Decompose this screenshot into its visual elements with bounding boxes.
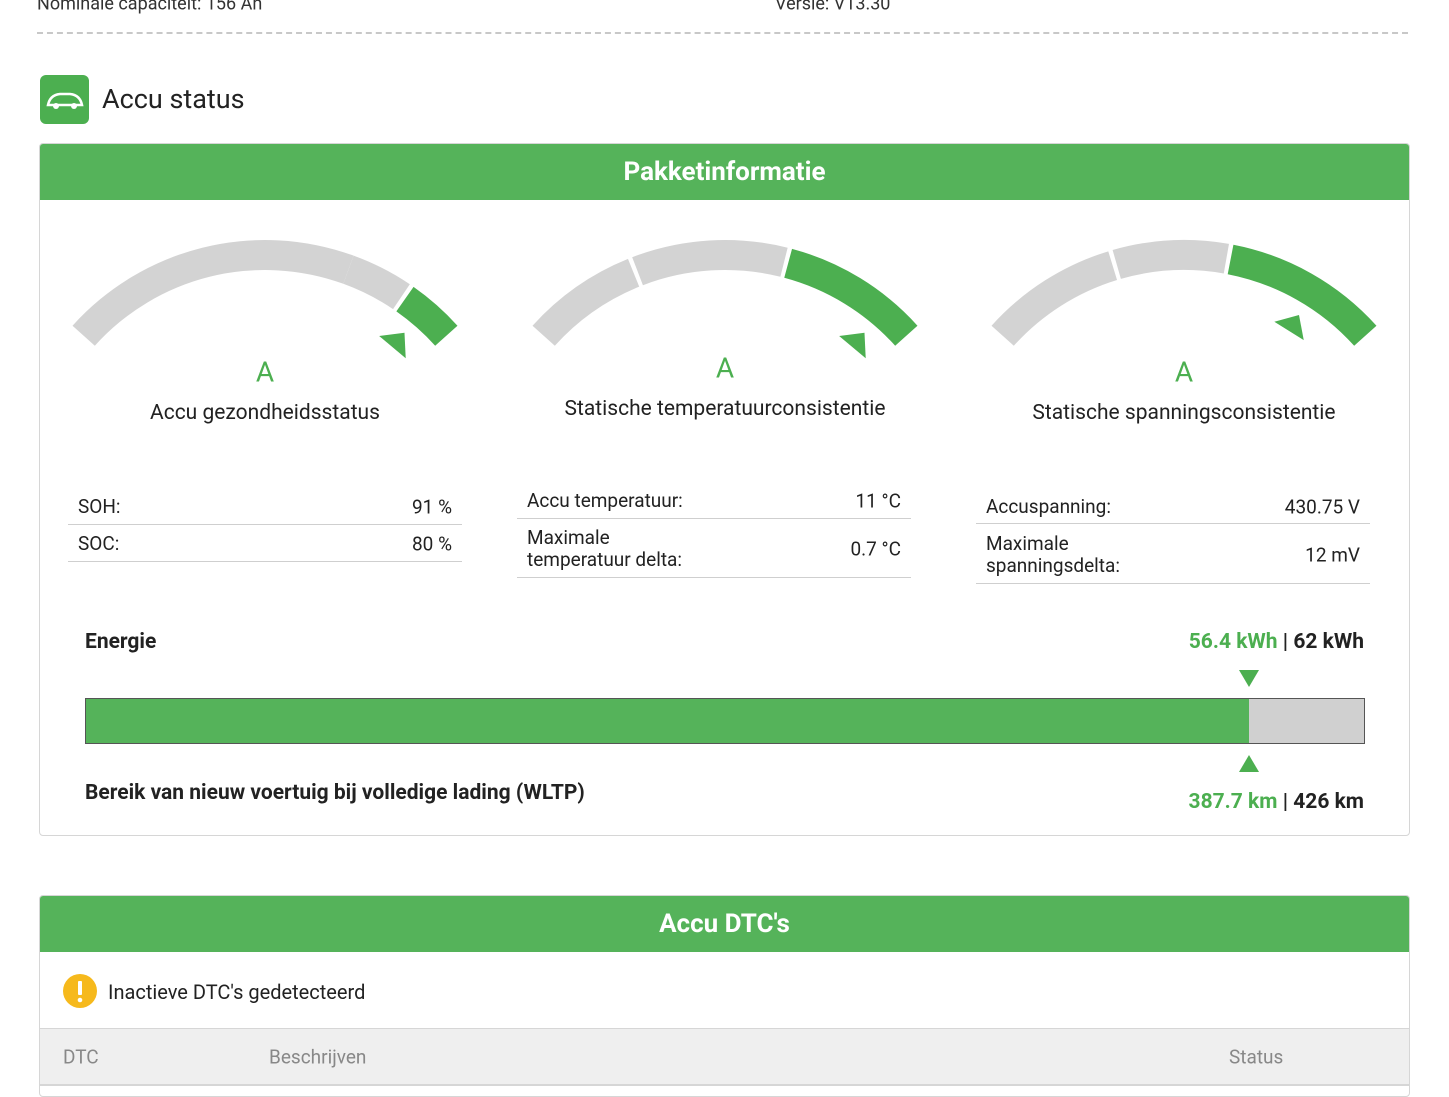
separator: | xyxy=(1282,630,1289,654)
range-total: 426 km xyxy=(1293,790,1364,814)
gauge-label: Statische spanningsconsistentie xyxy=(1032,401,1336,425)
info-row: SOH: 91 % xyxy=(68,490,462,525)
gauge-segment xyxy=(343,255,410,310)
info-value: 91 % xyxy=(412,495,452,519)
gauge-segment xyxy=(72,240,354,346)
dtc-table-header: DTC Beschrijven Status xyxy=(40,1028,1409,1086)
column-header: DTC xyxy=(63,1045,99,1069)
energy-fill xyxy=(86,699,1249,743)
column-header: Beschrijven xyxy=(269,1045,367,1069)
info-key: SOC: xyxy=(78,532,120,555)
range-label: Bereik van nieuw voertuig bij volledige … xyxy=(85,781,585,805)
gauge-label: Statische temperatuurconsistentie xyxy=(564,397,886,421)
section-icon xyxy=(40,75,89,124)
gauge-grade: A xyxy=(1174,355,1194,389)
info-row: Maximale temperatuur delta: 0.7 °C xyxy=(517,521,911,578)
pack-title: Pakketinformatie xyxy=(40,144,1409,200)
version: Versie: V13.30 xyxy=(775,0,891,15)
energy-bar xyxy=(85,698,1365,744)
gauge-segment xyxy=(991,251,1118,346)
info-value: 12 mV xyxy=(1305,543,1360,567)
capacity: Nominale capaciteit: 156 Ah xyxy=(37,0,263,15)
section-title: Accu status xyxy=(102,83,245,115)
dtc-panel: Accu DTC's Inactieve DTC's gedetecteerd … xyxy=(39,895,1410,1097)
column-header: Status xyxy=(1229,1045,1284,1069)
info-key: SOH: xyxy=(78,495,121,518)
energy-total: 62 kWh xyxy=(1293,630,1364,654)
info-key: Accu temperatuur: xyxy=(527,489,683,512)
info-row: Maximale spanningsdelta: 12 mV xyxy=(976,527,1370,584)
gauge-label: Accu gezondheidsstatus xyxy=(150,401,380,425)
gauge-segment xyxy=(632,240,788,286)
range-value: 387.7 km | 426 km xyxy=(1189,790,1364,814)
dtc-notice: Inactieve DTC's gedetecteerd xyxy=(108,980,366,1004)
gauge-segment xyxy=(1227,244,1377,346)
energy-current: 56.4 kWh xyxy=(1188,630,1278,654)
gauge-pointer xyxy=(379,332,406,359)
gauge-segment xyxy=(1112,240,1229,279)
energy-pointer xyxy=(1238,670,1259,687)
gauge-segment xyxy=(396,286,458,346)
info-value: 430.75 V xyxy=(1284,495,1360,519)
info-key: Accuspanning: xyxy=(986,495,1111,518)
separator: | xyxy=(1282,790,1288,814)
gauge-segment xyxy=(784,248,918,346)
energy-label: Energie xyxy=(85,630,157,654)
dtc-title: Accu DTC's xyxy=(40,896,1409,952)
gauge-segment xyxy=(532,258,640,346)
warning-icon xyxy=(63,974,97,1008)
info-value: 0.7 °C xyxy=(850,537,901,561)
info-key: Maximale spanningsdelta: xyxy=(986,532,1120,577)
info-row: Accu temperatuur: 11 °C xyxy=(517,484,911,519)
energy-value: 56.4 kWh | 62 kWh xyxy=(1189,630,1364,654)
info-key: Maximale temperatuur delta: xyxy=(527,526,682,571)
gauges xyxy=(72,240,1377,359)
gauge-grade: A xyxy=(255,355,275,389)
gauge-pointer xyxy=(1274,314,1304,341)
info-value: 11 °C xyxy=(855,489,901,513)
gauge-pointer xyxy=(839,332,866,359)
divider xyxy=(37,32,1408,34)
range-pointer xyxy=(1239,755,1260,772)
info-value: 80 % xyxy=(412,532,452,556)
gauge-grade: A xyxy=(715,351,735,385)
range-current: 387.7 km xyxy=(1188,790,1278,814)
info-row: Accuspanning: 430.75 V xyxy=(976,491,1370,524)
info-row: SOC: 80 % xyxy=(68,527,462,562)
